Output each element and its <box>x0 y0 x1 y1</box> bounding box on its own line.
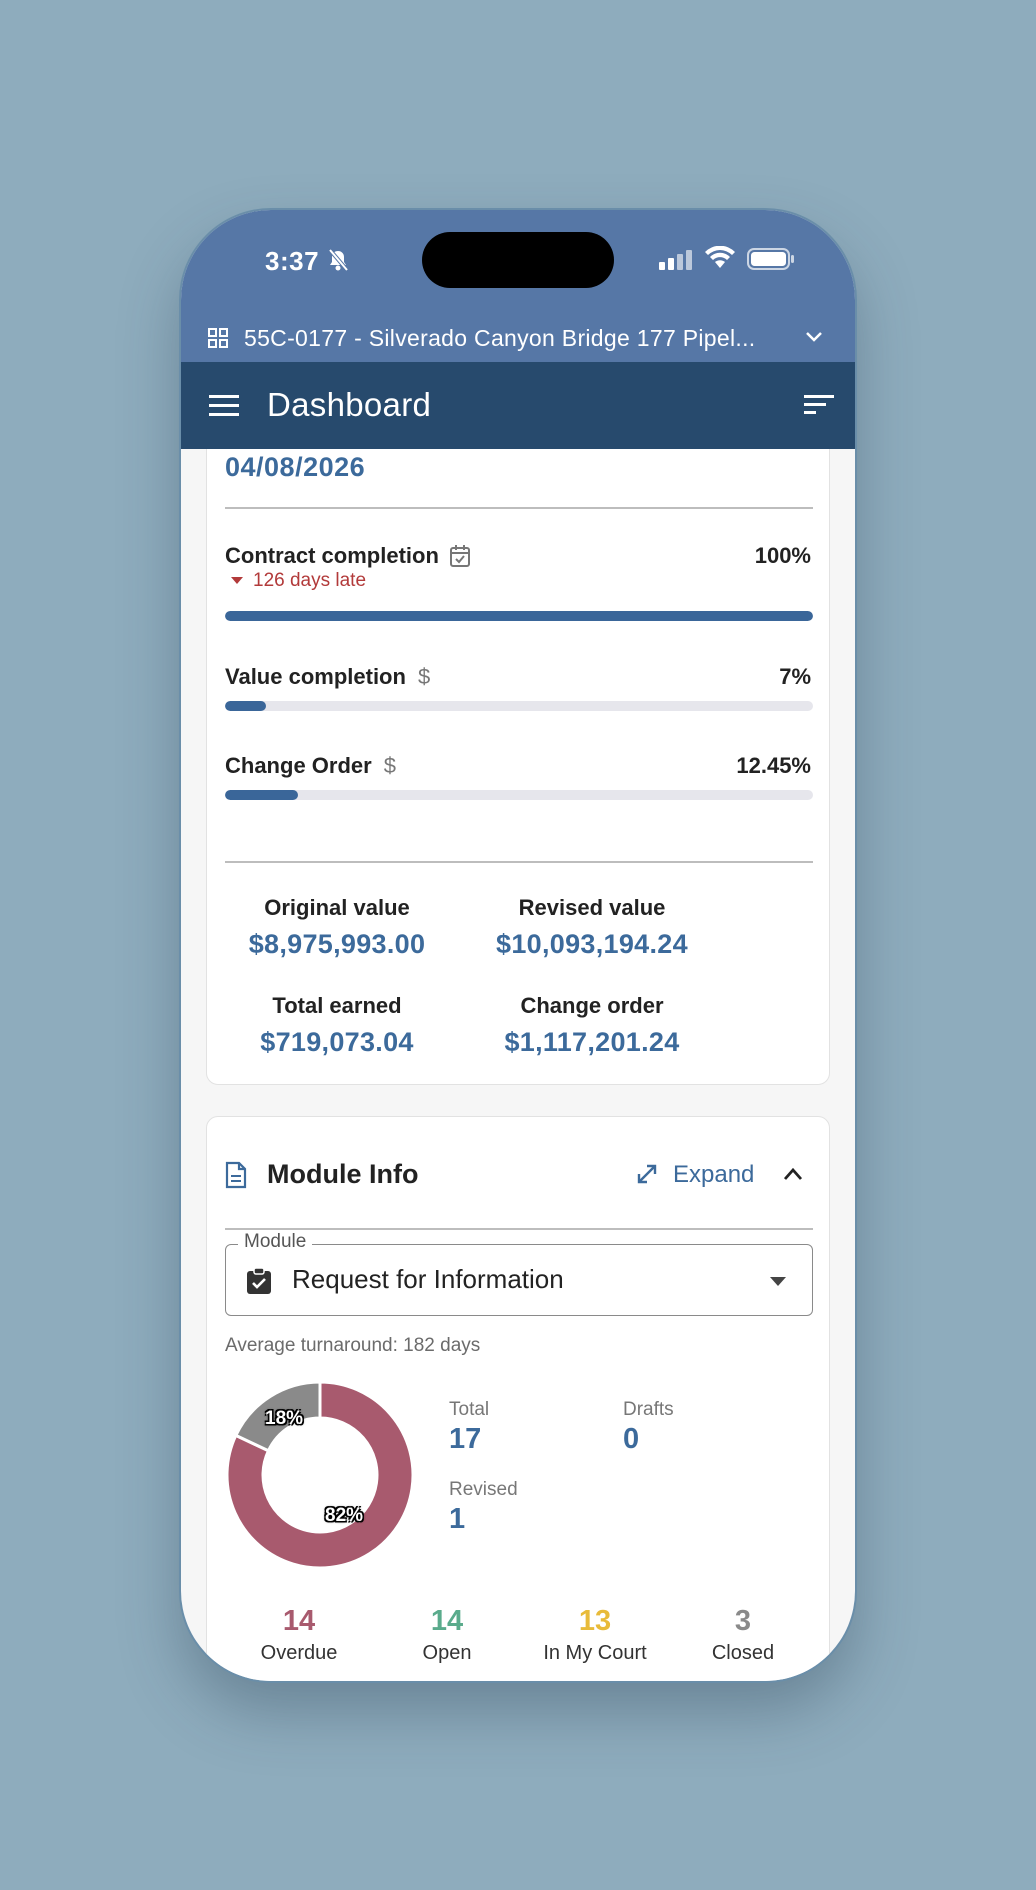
clipboard-check-icon <box>247 1267 271 1294</box>
total-earned-stat: Total earned $719,073.04 <box>217 993 457 1058</box>
kpi-total-value: 17 <box>449 1423 482 1455</box>
value-completion-fill <box>225 701 267 711</box>
signal-icon <box>659 250 692 270</box>
dropdown-arrow-icon <box>770 1277 786 1286</box>
revised-value-amount: $10,093,194.24 <box>496 929 688 959</box>
change-order-text: Change Order <box>225 753 372 778</box>
status-in-my-court-label: In My Court <box>543 1642 647 1664</box>
contract-completion-bar <box>225 611 813 621</box>
status-in-my-court[interactable]: 13 In My Court <box>521 1605 669 1665</box>
dynamic-island <box>422 232 614 288</box>
revised-value-label: Revised value <box>518 895 666 920</box>
dashboard-content[interactable]: 04/08/2026 Contract completion 100% 126 … <box>181 449 855 1681</box>
page-title: Dashboard <box>267 386 432 423</box>
schedule-card: 04/08/2026 Contract completion 100% 126 … <box>206 449 830 1085</box>
value-completion-text: Value completion <box>225 664 406 689</box>
selected-module: Request for Information <box>292 1264 564 1294</box>
status-overdue-count: 14 <box>282 1605 316 1637</box>
expand-button[interactable]: Expand <box>673 1161 755 1188</box>
kpi-total-label: Total <box>449 1399 490 1420</box>
chevron-down-icon <box>806 332 822 342</box>
kpi-revised: Revised 1 <box>449 1479 518 1536</box>
divider <box>225 1228 813 1230</box>
bell-muted-icon <box>328 248 349 272</box>
status-open-label: Open <box>422 1642 472 1664</box>
change-order-fill <box>225 790 299 800</box>
donut-chart: 18% 82% <box>225 1380 415 1570</box>
status-in-my-court-count: 13 <box>578 1605 612 1637</box>
change-order-stat: Change order $1,117,201.24 <box>472 993 712 1058</box>
value-completion-label: Value completion $ <box>225 664 430 690</box>
caret-down-icon <box>231 577 243 584</box>
total-earned-label: Total earned <box>272 993 402 1018</box>
original-value-amount: $8,975,993.00 <box>248 929 426 959</box>
status-open-count: 14 <box>430 1605 464 1637</box>
change-order-bar <box>225 790 813 800</box>
dollar-icon: $ <box>383 753 396 778</box>
menu-icon[interactable] <box>209 393 239 417</box>
divider <box>225 507 813 509</box>
contract-completion-percent: 100% <box>754 543 811 568</box>
original-value-label: Original value <box>264 895 410 920</box>
expand-icon[interactable] <box>635 1162 659 1186</box>
kpi-drafts-label: Drafts <box>623 1399 674 1420</box>
divider <box>225 861 813 863</box>
kpi-revised-value: 1 <box>449 1503 466 1535</box>
value-completion-bar <box>225 701 813 711</box>
app-bar: Dashboard <box>181 362 855 449</box>
change-order-amount: $1,117,201.24 <box>504 1027 680 1057</box>
module-info-title: Module Info <box>267 1159 419 1189</box>
status-closed-label: Closed <box>711 1642 775 1664</box>
late-text: 126 days late <box>253 570 367 591</box>
original-value-stat: Original value $8,975,993.00 <box>217 895 457 960</box>
project-selector[interactable]: 55C-0177 - Silverado Canyon Bridge 177 P… <box>181 314 855 362</box>
clock: 3:37 <box>265 246 320 276</box>
change-order-percent: 12.45% <box>736 753 811 778</box>
contract-completion-text: Contract completion <box>225 543 439 568</box>
average-turnaround: Average turnaround: 182 days <box>225 1335 481 1356</box>
kpi-drafts-value: 0 <box>623 1423 640 1455</box>
battery-icon <box>747 248 794 270</box>
module-select-label: Module <box>238 1231 313 1253</box>
value-completion-percent: 7% <box>779 664 811 689</box>
status-closed-count: 3 <box>734 1605 752 1637</box>
change-order-stat-label: Change order <box>520 993 664 1018</box>
module-info-card: Module Info Expand Module Request for In… <box>206 1116 830 1681</box>
calendar-icon <box>449 545 470 567</box>
contract-completion-fill <box>225 611 813 621</box>
late-indicator: 126 days late <box>231 570 366 592</box>
dollar-icon: $ <box>417 664 431 689</box>
kpi-revised-label: Revised <box>449 1479 518 1500</box>
wifi-icon <box>705 246 735 268</box>
chevron-up-icon[interactable] <box>783 1167 803 1181</box>
contract-completion-label: Contract completion <box>225 543 471 569</box>
kpi-drafts: Drafts 0 <box>623 1399 674 1456</box>
status-overdue[interactable]: 14 Overdue <box>225 1605 373 1665</box>
status-open[interactable]: 14 Open <box>373 1605 521 1665</box>
donut-slice-b <box>233 1380 322 1453</box>
donut-label-a: 82% <box>325 1505 364 1526</box>
grid-icon <box>208 328 228 348</box>
revised-value-stat: Revised value $10,093,194.24 <box>472 895 712 960</box>
completion-date: 04/08/2026 <box>225 452 366 482</box>
project-title: 55C-0177 - Silverado Canyon Bridge 177 P… <box>244 324 756 351</box>
module-select[interactable]: Module Request for Information <box>225 1231 813 1316</box>
document-icon <box>225 1161 247 1189</box>
donut-slice-a <box>225 1380 415 1570</box>
donut-label-b: 18% <box>265 1408 304 1429</box>
donut-svg <box>225 1380 415 1570</box>
phone-frame: 3:37 <box>181 210 855 1681</box>
filter-icon[interactable] <box>804 394 834 416</box>
status-closed[interactable]: 3 Closed <box>669 1605 817 1665</box>
status-bar: 3:37 <box>181 210 855 362</box>
total-earned-amount: $719,073.04 <box>260 1027 414 1057</box>
status-overdue-label: Overdue <box>260 1642 338 1664</box>
kpi-total: Total 17 <box>449 1399 489 1456</box>
change-order-label: Change Order $ <box>225 753 396 779</box>
